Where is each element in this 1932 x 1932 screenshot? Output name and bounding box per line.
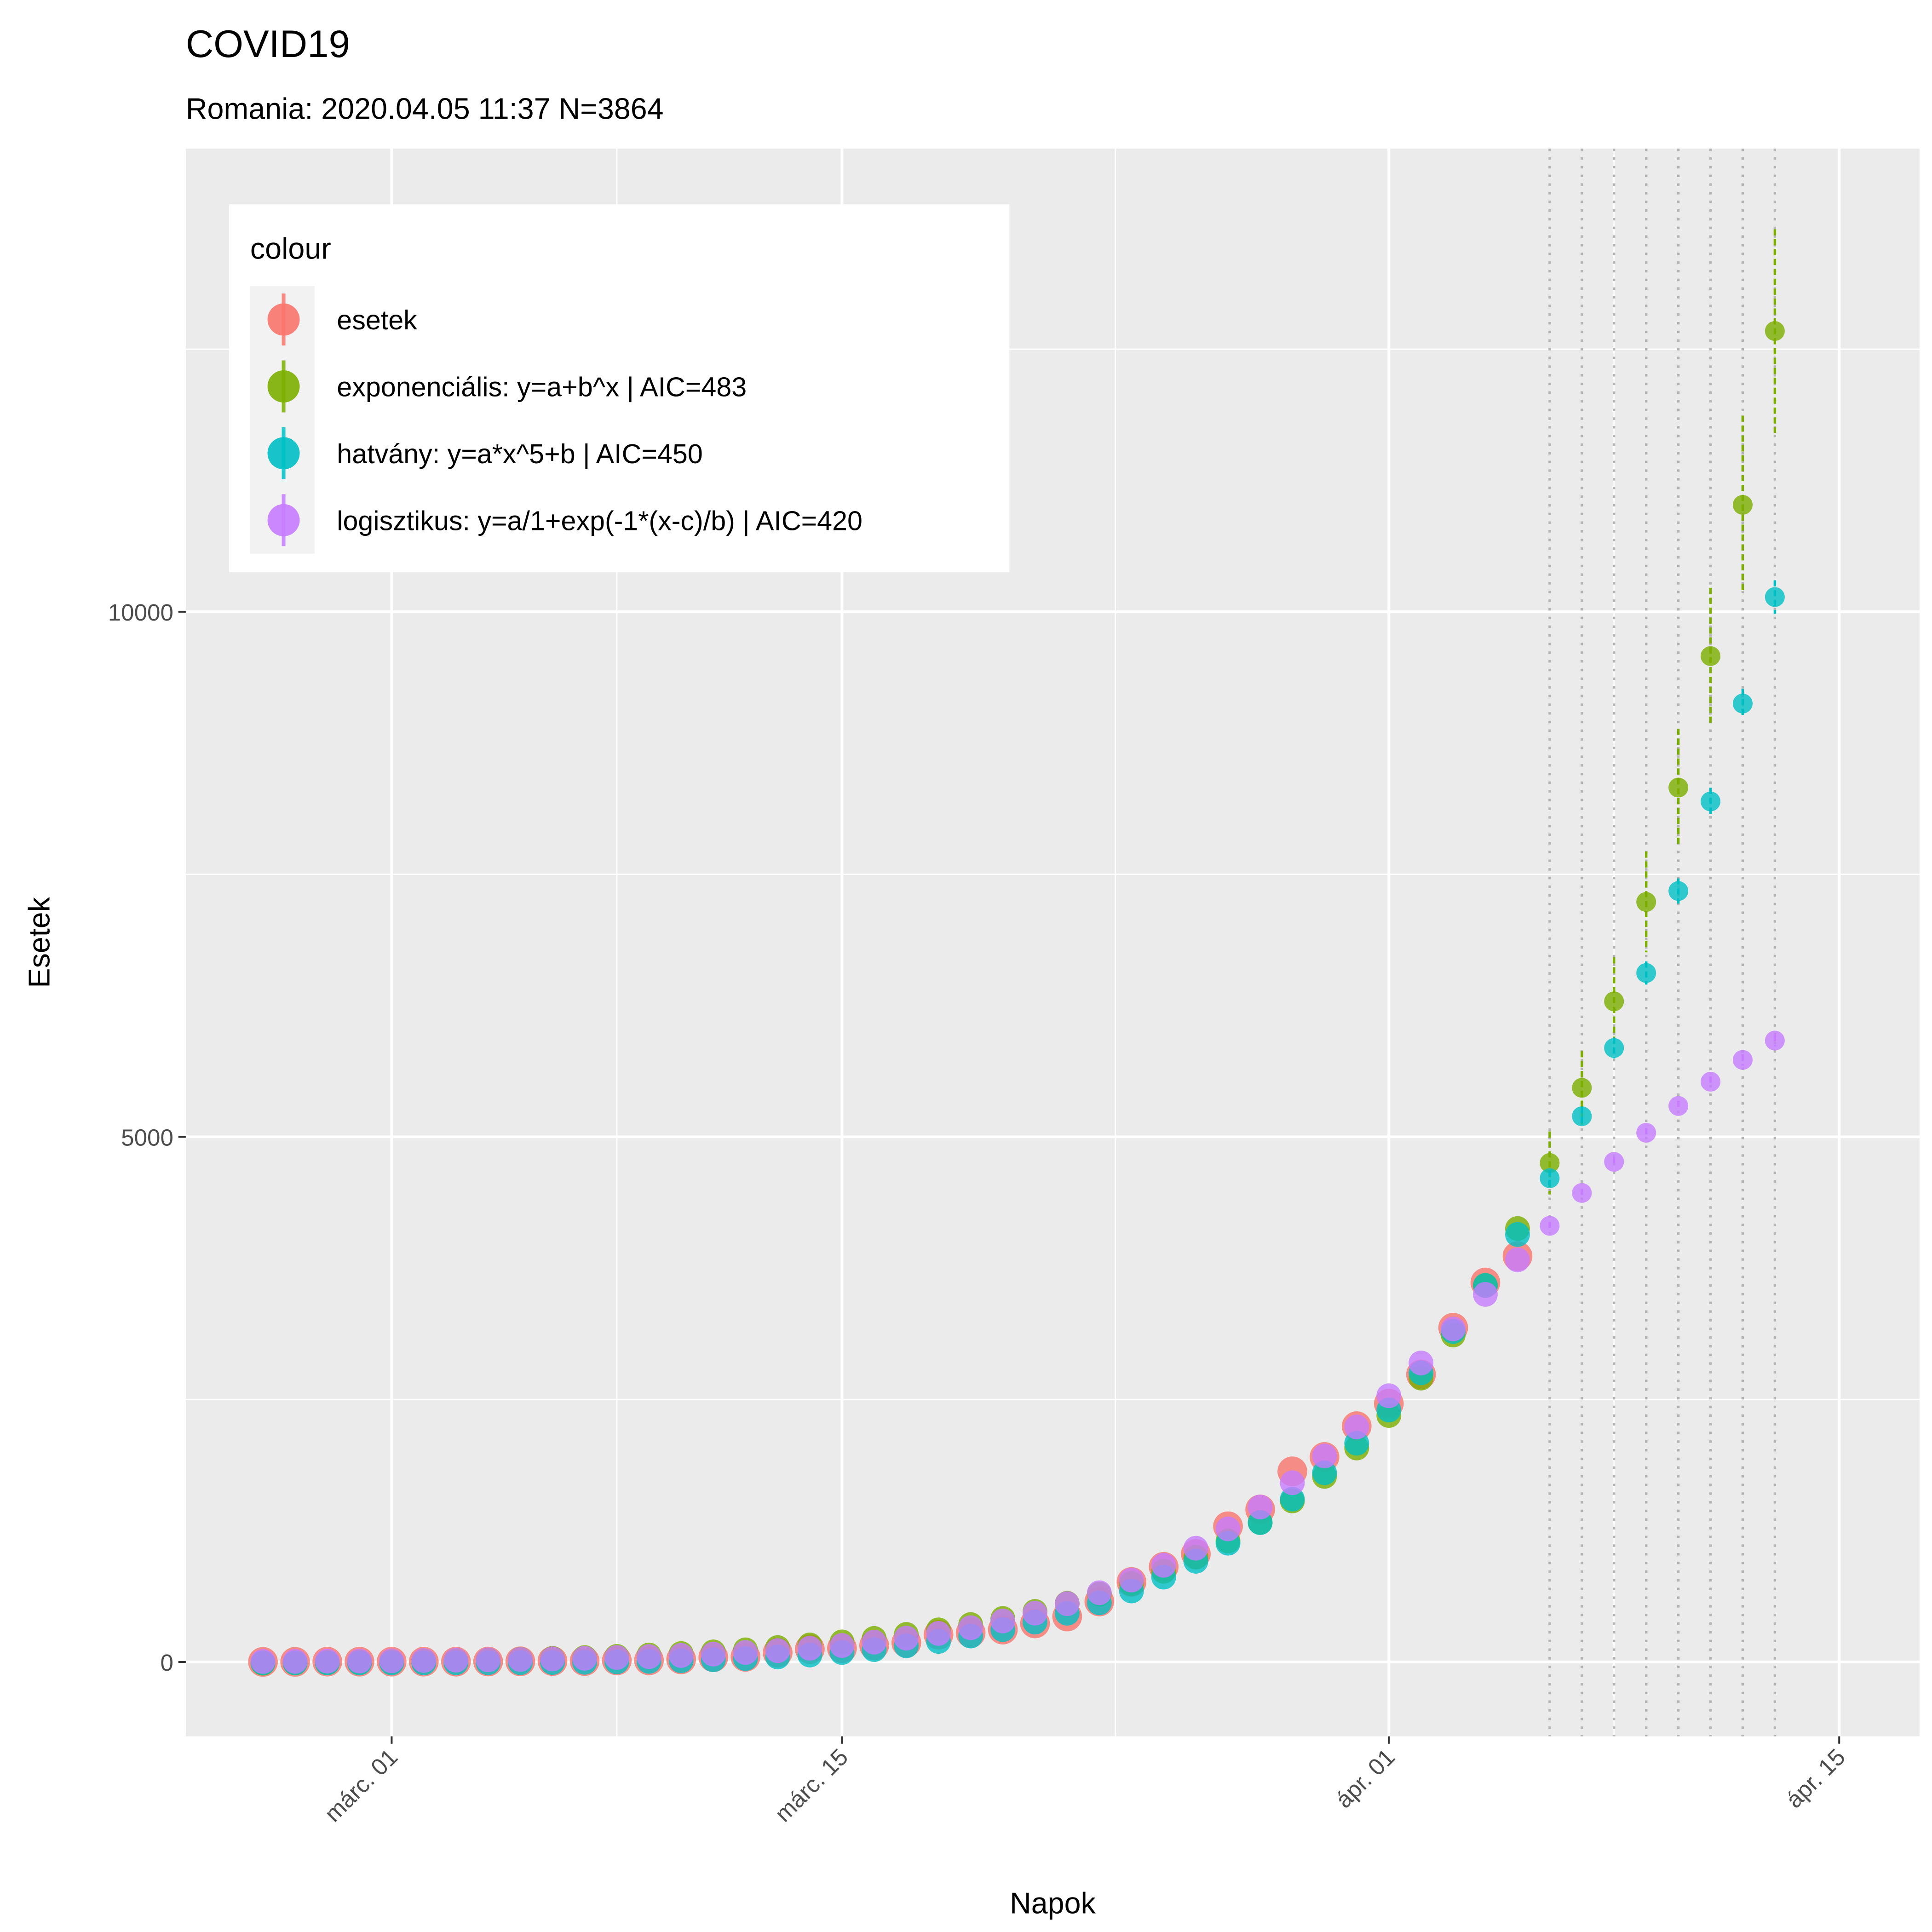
legend-box (229, 204, 1010, 572)
data-point (1215, 1516, 1241, 1541)
data-point (1441, 1317, 1466, 1341)
data-point (443, 1648, 469, 1673)
data-point (926, 1621, 951, 1646)
data-point (1572, 1106, 1592, 1127)
y-tick-label: 0 (160, 1650, 173, 1676)
data-point (1473, 1282, 1498, 1307)
legend-label: logisztikus: y=a/1+exp(-1*(x-c)/b) | AIC… (337, 505, 862, 536)
data-point (540, 1646, 565, 1672)
data-point (1732, 494, 1753, 515)
data-point (508, 1647, 533, 1672)
data-point (1636, 963, 1656, 983)
data-point (379, 1648, 404, 1673)
data-point (894, 1626, 919, 1651)
chart-title: COVID19 (186, 22, 350, 65)
y-tick-label: 5000 (121, 1124, 173, 1150)
data-point (765, 1638, 790, 1663)
data-point (829, 1633, 855, 1658)
data-point (1668, 881, 1689, 901)
data-point (572, 1646, 597, 1671)
data-point (1668, 1096, 1689, 1116)
legend-key-point-icon (267, 370, 300, 402)
data-point (1183, 1535, 1208, 1561)
data-point (315, 1649, 340, 1674)
data-point (411, 1648, 437, 1673)
legend-item: exponenciális: y=a+b^x | AIC=483 (267, 360, 747, 413)
data-point (1636, 1122, 1656, 1143)
legend-label: exponenciális: y=a+b^x | AIC=483 (337, 372, 747, 402)
data-point (1087, 1580, 1112, 1605)
legend-label: hatvány: y=a*x^5+b | AIC=450 (337, 438, 702, 469)
data-point (1636, 892, 1656, 912)
data-point (1732, 1050, 1753, 1070)
data-point (1700, 646, 1721, 666)
data-point (1668, 777, 1689, 798)
series-3 (250, 1030, 1785, 1674)
data-point (1604, 991, 1624, 1012)
data-point (1505, 1247, 1530, 1272)
data-point (958, 1615, 983, 1640)
data-point (1151, 1552, 1176, 1578)
legend-item: logisztikus: y=a/1+exp(-1*(x-c)/b) | AIC… (267, 494, 862, 546)
data-point (1055, 1591, 1080, 1616)
data-point (1572, 1078, 1592, 1098)
data-point (1572, 1183, 1592, 1203)
data-point (347, 1648, 372, 1673)
data-point (1540, 1153, 1560, 1173)
data-point (990, 1609, 1015, 1633)
data-point (1023, 1600, 1047, 1626)
data-point (1540, 1168, 1560, 1188)
legend-key-point-icon (267, 504, 300, 536)
legend-item: esetek (267, 293, 417, 346)
legend-item: hatvány: y=a*x^5+b | AIC=450 (267, 427, 703, 479)
data-point (1765, 1030, 1785, 1051)
x-axis-title: Napok (1010, 1887, 1096, 1920)
legend-key-point-icon (267, 303, 300, 336)
data-point (1765, 321, 1785, 341)
legend-key-point-icon (267, 437, 300, 470)
legend-title: colour (250, 232, 331, 265)
data-point (250, 1649, 276, 1674)
grid (185, 149, 1920, 1736)
data-point (701, 1641, 726, 1667)
data-point (1409, 1351, 1434, 1375)
data-point (797, 1636, 822, 1661)
data-point (1700, 791, 1721, 811)
data-point (668, 1643, 694, 1668)
data-point (1604, 1152, 1624, 1172)
data-point (862, 1629, 887, 1655)
chart-subtitle: Romania: 2020.04.05 11:37 N=3864 (186, 92, 664, 125)
data-point (1604, 1038, 1624, 1058)
data-point (476, 1647, 501, 1673)
y-axis-title: Esetek (23, 897, 56, 988)
data-point (1700, 1072, 1721, 1092)
data-point (604, 1645, 629, 1670)
data-points (248, 229, 1785, 1677)
data-point (282, 1649, 308, 1674)
data-point (1119, 1567, 1144, 1593)
legend-label: esetek (337, 305, 417, 335)
data-point (1248, 1495, 1273, 1520)
data-point (1312, 1443, 1337, 1469)
data-point (1765, 587, 1785, 607)
data-point (733, 1640, 758, 1665)
data-point (636, 1644, 661, 1669)
y-tick-label: 10000 (108, 599, 173, 626)
data-point (1540, 1216, 1560, 1236)
data-point (1505, 1222, 1530, 1247)
legend: colour esetek exponenciális: y=a+b^x | AI… (229, 204, 1010, 572)
data-point (1344, 1414, 1369, 1439)
data-point (1732, 693, 1753, 713)
data-point (1376, 1383, 1402, 1409)
data-point (1280, 1470, 1305, 1495)
